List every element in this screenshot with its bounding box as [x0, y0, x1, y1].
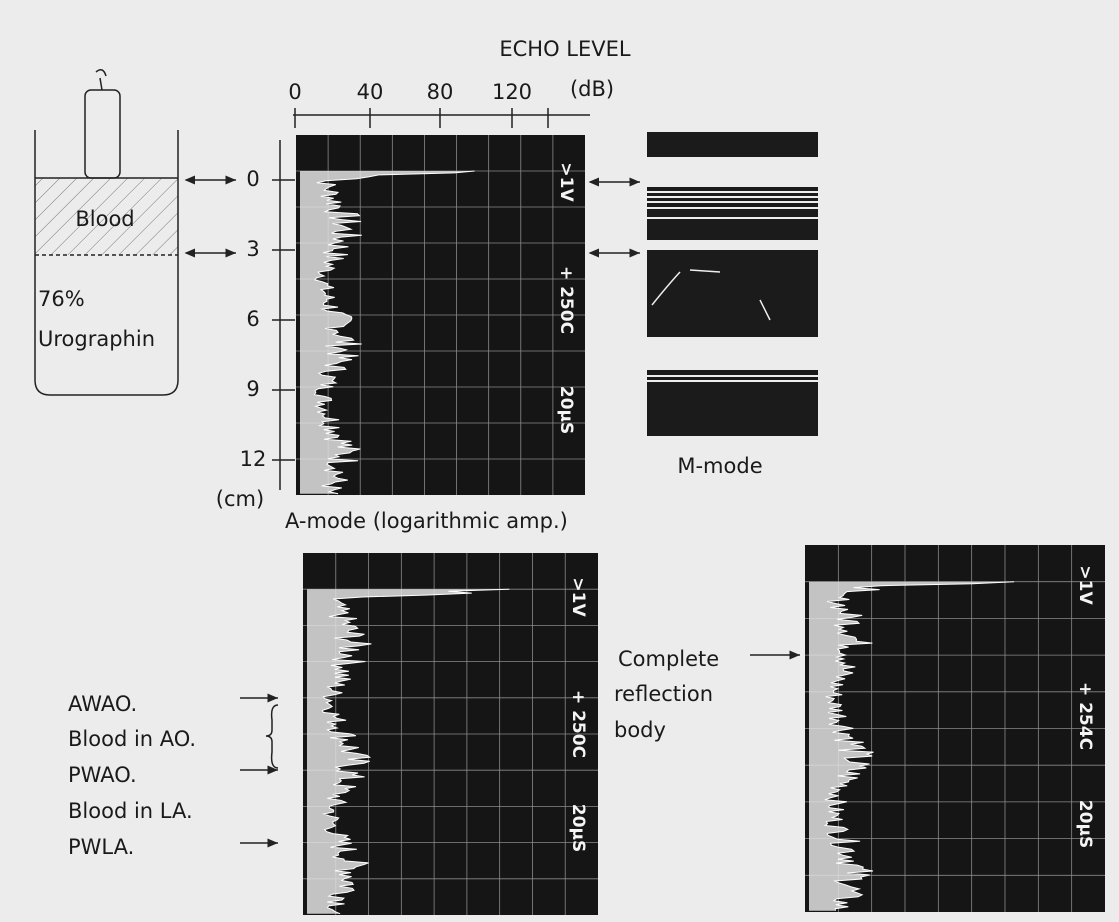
aorta-screen: >1V + 250C 20μS	[303, 553, 598, 915]
caption: M-mode	[677, 454, 762, 478]
axis-title: ECHO LEVEL	[499, 37, 631, 61]
top-ruler	[293, 108, 590, 128]
tick-label: 3	[246, 237, 259, 261]
beaker	[34, 69, 179, 396]
structure-label: Blood in AO.	[68, 727, 196, 751]
layer-label: Urographin	[38, 327, 155, 351]
axis-unit: (dB)	[570, 77, 614, 101]
structure-label: AWAO.	[68, 692, 137, 716]
structure-label: PWAO.	[68, 763, 137, 787]
echo-trace-edge	[321, 588, 510, 915]
caption: A-mode (logarithmic amp.)	[285, 509, 568, 533]
structure-label: Blood in LA.	[68, 799, 193, 823]
screen-label: + 254C	[1075, 682, 1095, 750]
echo-trace	[307, 589, 510, 914]
tick-label: 9	[246, 377, 259, 401]
screen-label: 20μS	[556, 386, 576, 434]
annotation: body	[614, 718, 666, 742]
screen-label: >1V	[568, 577, 588, 617]
m-mode-screens	[647, 132, 818, 436]
axis-unit: (cm)	[216, 487, 264, 511]
tick-label: 6	[246, 307, 259, 331]
screen-label: 20μS	[568, 804, 588, 852]
reflection-screen: >1V + 254C 20μS	[805, 545, 1105, 912]
echo-trace-edge	[823, 581, 1015, 911]
structure-label: PWLA.	[68, 835, 134, 859]
screen-label: >1V	[1075, 565, 1095, 605]
echo-trace	[300, 171, 475, 494]
tick-label: 0	[288, 80, 301, 104]
layer-label: Blood	[75, 207, 134, 231]
arrows	[184, 175, 800, 848]
layer-label: 76%	[38, 287, 85, 311]
screen-label: >1V	[556, 162, 576, 202]
screen-label: + 250C	[568, 690, 588, 758]
depth-axis	[272, 140, 295, 490]
screen-label: + 250C	[556, 266, 576, 334]
annotation: Complete	[618, 647, 719, 671]
echo-trace	[809, 581, 1015, 911]
echo-trace-edge	[313, 170, 475, 495]
annotation: reflection	[614, 682, 713, 706]
tick-label: 12	[240, 447, 267, 471]
tick-label: 80	[427, 80, 454, 104]
a-mode-screen: >1V + 250C 20μS	[296, 135, 585, 495]
tick-label: 40	[357, 80, 384, 104]
tick-label: 0	[246, 167, 259, 191]
screen-label: 20μS	[1075, 800, 1095, 848]
tick-label: 120	[492, 80, 532, 104]
